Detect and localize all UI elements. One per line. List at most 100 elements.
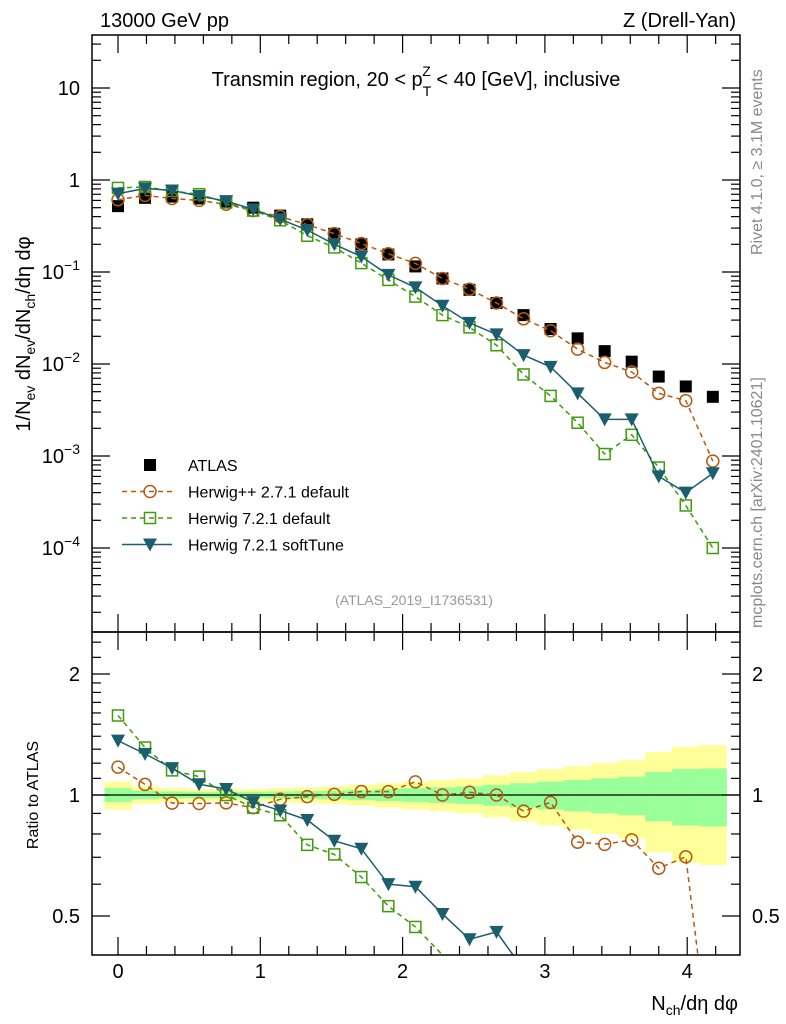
y-tick-label: 10−3: [42, 441, 80, 468]
legend-label-atlas: ATLAS: [188, 458, 238, 475]
axis-ticks: 0 1 2 3 4 10 1 10−1 10−2 10−3 10−4 0.5 0.5 1 1 2 2: [42, 35, 780, 983]
band-inner: [699, 768, 727, 827]
legend-marker-herwig721: [143, 511, 157, 525]
herwigpp-ratio-point: [138, 777, 152, 792]
y-tick-label: 1: [69, 170, 80, 192]
herwigpp-point: [597, 355, 612, 370]
rivet-version-label: Rivet 4.1.0, ≥ 3.1M events: [749, 69, 766, 255]
legend-label-herwigpp: Herwig++ 2.7.1 default: [188, 485, 350, 502]
plot-title: Transmin region, 20 < pTZ < 40 [GeV], in…: [212, 63, 621, 99]
herwig721-ratio-point: [355, 870, 368, 884]
main-plot-marks: [111, 180, 720, 555]
softtune-point: [489, 328, 504, 342]
herwigpp-line: [117, 194, 714, 462]
herwig721-ratio-point: [328, 848, 341, 861]
softtune-ratio-point: [489, 925, 504, 939]
process-label: Z (Drell-Yan): [623, 10, 736, 32]
herwig721-ratio-point: [382, 899, 395, 913]
herwig721-point: [679, 499, 693, 512]
softtune-ratio-point: [435, 907, 450, 921]
softtune-point: [408, 281, 423, 295]
herwig721-point: [544, 389, 557, 403]
softtune-ratio-point: [111, 734, 125, 748]
herwigpp-ratio-point: [570, 835, 585, 849]
softtune-ratio-point: [192, 778, 207, 792]
softtune-point: [300, 224, 315, 238]
x-tick-label: 0: [112, 961, 123, 983]
y-tick-label: 10−1: [42, 257, 80, 284]
herwigpp-point: [381, 246, 396, 261]
softtune-point: [705, 467, 720, 481]
atlas-point: [679, 380, 692, 393]
x-tick-label: 1: [255, 961, 266, 983]
softtune-point: [246, 203, 261, 217]
herwigpp-point: [624, 365, 639, 379]
softtune-line: [117, 187, 714, 494]
mcplots-label: mcplots.cern.ch [arXiv:2401.10621]: [749, 377, 766, 628]
atlas-point: [625, 355, 638, 368]
ratio-plot-marks: [111, 709, 699, 955]
ratio-uncertainty-bands: [104, 745, 727, 865]
atlas-point: [706, 390, 719, 403]
ratio-y-tick-label: 0.5: [52, 906, 80, 928]
herwigpp-point: [570, 342, 585, 356]
herwigpp-ratio-point: [597, 837, 612, 852]
herwigpp-ratio-point: [435, 788, 450, 802]
herwigpp-ratio-point: [408, 775, 423, 789]
softtune-point: [516, 349, 531, 363]
herwigpp-ratio-point: [462, 785, 477, 800]
energy-label: 13000 GeV pp: [100, 10, 229, 32]
legend: ATLAS Herwig++ 2.7.1 default Herwig 7.2.1 …: [122, 458, 350, 555]
softtune-ratio-point: [408, 880, 423, 894]
softtune-ratio-point: [300, 813, 315, 827]
y-tick-label: 10−4: [42, 533, 80, 560]
softtune-ratio-point: [354, 842, 369, 856]
legend-label-softtune: Herwig 7.2.1 softTune: [188, 538, 344, 555]
herwigpp-ratio-point: [219, 796, 233, 810]
atlas-point: [571, 332, 584, 345]
y-tick-label: 10: [58, 78, 80, 100]
herwigpp-point: [651, 386, 666, 401]
herwigpp-ratio-point: [192, 796, 206, 811]
ratio-y-tick-label: 1: [69, 785, 80, 807]
softtune-point: [624, 413, 639, 427]
band-inner: [618, 776, 646, 816]
herwigpp-ratio-point: [651, 861, 666, 875]
softtune-ratio-point: [219, 782, 234, 796]
softtune-point: [678, 486, 693, 500]
herwigpp-ratio-point: [624, 833, 639, 847]
herwigpp-point: [543, 323, 558, 338]
herwigpp-ratio-point: [165, 796, 179, 810]
x-tick-label: 2: [397, 961, 408, 983]
herwigpp-point: [679, 393, 693, 408]
legend-marker-herwigpp: [143, 484, 157, 499]
y-tick-label: 10−2: [42, 349, 80, 376]
ratio-y-tick-label-right: 0.5: [752, 906, 780, 928]
band-inner: [591, 778, 619, 814]
herwig721-point: [517, 368, 530, 381]
softtune-ratio-point: [381, 878, 396, 892]
legend-marker-atlas: [144, 459, 156, 471]
atlas-point: [355, 238, 368, 251]
herwig721-point: [598, 447, 611, 461]
softtune-point: [381, 268, 396, 282]
softtune-point: [219, 195, 234, 209]
y-axis-label: 1/Nev dNev/dNch/dη dφ: [13, 236, 38, 431]
herwig721-ratio-point: [111, 709, 125, 722]
softtune-ratio-point: [138, 747, 153, 761]
herwigpp-ratio-point: [300, 789, 315, 804]
herwigpp-ratio-point: [679, 850, 693, 864]
ratio-y-tick-label: 2: [69, 664, 80, 686]
softtune-point: [462, 316, 477, 330]
herwigpp-ratio-point: [516, 804, 531, 818]
band-inner: [645, 772, 673, 822]
herwigpp-ratio-point: [327, 787, 342, 802]
softtune-ratio-point: [246, 796, 261, 810]
herwig721-point: [571, 416, 584, 429]
softtune-point: [111, 187, 125, 201]
atlas-point: [409, 260, 422, 273]
ratio-y-tick-label-right: 2: [752, 664, 763, 686]
softtune-ratio-point: [165, 762, 180, 776]
herwigpp-point: [489, 296, 504, 310]
